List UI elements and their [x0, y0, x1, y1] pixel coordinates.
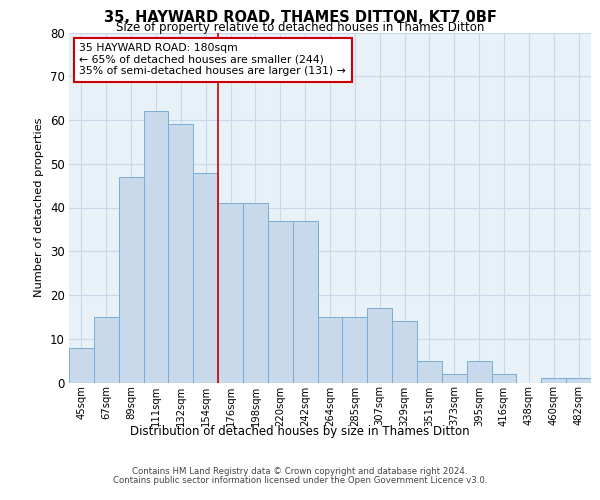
Bar — [218, 203, 243, 382]
Bar — [268, 220, 293, 382]
Bar — [293, 220, 317, 382]
Bar — [317, 317, 343, 382]
Text: 35, HAYWARD ROAD, THAMES DITTON, KT7 0BF: 35, HAYWARD ROAD, THAMES DITTON, KT7 0BF — [104, 10, 496, 25]
Bar — [193, 172, 218, 382]
Bar — [69, 348, 94, 382]
Bar — [442, 374, 467, 382]
Bar — [169, 124, 193, 382]
Bar — [143, 112, 169, 382]
Bar — [94, 317, 119, 382]
Bar — [343, 317, 367, 382]
Bar — [392, 322, 417, 382]
Bar — [367, 308, 392, 382]
Bar — [467, 360, 491, 382]
Text: Contains HM Land Registry data © Crown copyright and database right 2024.: Contains HM Land Registry data © Crown c… — [132, 467, 468, 476]
Bar — [243, 203, 268, 382]
Bar — [491, 374, 517, 382]
Y-axis label: Number of detached properties: Number of detached properties — [34, 118, 44, 297]
Bar — [417, 360, 442, 382]
Text: 35 HAYWARD ROAD: 180sqm
← 65% of detached houses are smaller (244)
35% of semi-d: 35 HAYWARD ROAD: 180sqm ← 65% of detache… — [79, 43, 346, 76]
Text: Contains public sector information licensed under the Open Government Licence v3: Contains public sector information licen… — [113, 476, 487, 485]
Text: Distribution of detached houses by size in Thames Ditton: Distribution of detached houses by size … — [130, 424, 470, 438]
Bar — [541, 378, 566, 382]
Text: Size of property relative to detached houses in Thames Ditton: Size of property relative to detached ho… — [116, 22, 484, 35]
Bar — [566, 378, 591, 382]
Bar — [119, 177, 143, 382]
